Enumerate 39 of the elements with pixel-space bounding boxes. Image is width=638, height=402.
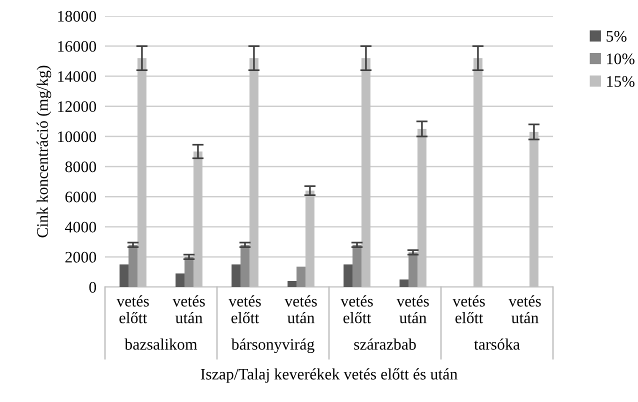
y-tick-label: 8000 xyxy=(65,161,96,172)
text: bársonyvirág xyxy=(231,338,314,354)
x-axis-title: Iszap/Talaj keverékek vetés előtt és után xyxy=(200,368,458,383)
text: bazsalikom xyxy=(124,338,198,350)
y-tick-label: 4000 xyxy=(65,222,96,232)
y-tick-label: 14000 xyxy=(58,71,96,82)
y-axis-title: Cink koncentráció (mg/kg) xyxy=(36,66,52,238)
bar xyxy=(408,252,418,287)
legend-label: 10% xyxy=(607,54,634,64)
x-tick-label: vetés után xyxy=(172,295,205,324)
text: tarsóka xyxy=(474,338,520,350)
y-tick-label: 10000 xyxy=(58,131,96,142)
bar xyxy=(240,244,250,287)
x-tick-label: vetés előtt xyxy=(340,295,373,324)
bar xyxy=(288,280,297,287)
x-tick-label: vetés után xyxy=(508,295,541,324)
y-tick-label: 6000 xyxy=(65,192,96,202)
bar xyxy=(184,256,194,287)
y-tick-label: 2000 xyxy=(65,252,96,263)
y-tick-label: 16000 xyxy=(58,41,96,52)
x-tick-label: vetés előtt xyxy=(228,295,261,324)
legend-label: 15% xyxy=(607,76,634,87)
x-tick-label: vetés előtt xyxy=(452,295,485,324)
bar xyxy=(352,244,362,287)
bar xyxy=(176,273,185,287)
y-tick-label: 0 xyxy=(89,282,96,293)
x-tick-label: vetés után xyxy=(396,295,429,324)
x-tick-label: vetés előtt xyxy=(116,295,149,324)
text: szárazbab xyxy=(354,338,416,350)
bar xyxy=(344,264,353,287)
bar xyxy=(120,264,129,287)
legend-label: 5% xyxy=(606,30,626,42)
y-tick-label: 18000 xyxy=(58,10,96,22)
x-tick-label: vetés után xyxy=(284,295,317,324)
bar xyxy=(296,266,306,287)
bar xyxy=(128,244,138,287)
bar xyxy=(400,279,409,287)
y-tick-label: 12000 xyxy=(58,101,96,112)
bar xyxy=(232,264,241,287)
